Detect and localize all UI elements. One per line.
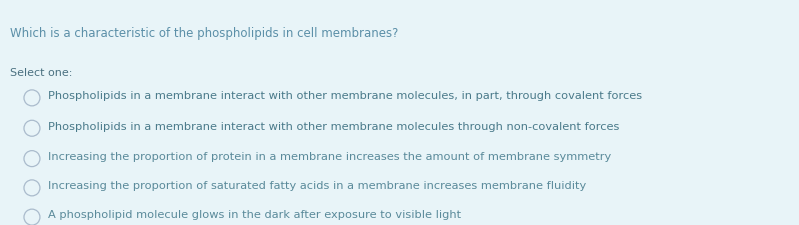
Text: Which is a characteristic of the phospholipids in cell membranes?: Which is a characteristic of the phospho… [10, 27, 398, 40]
Text: Increasing the proportion of protein in a membrane increases the amount of membr: Increasing the proportion of protein in … [48, 152, 611, 162]
Text: Select one:: Select one: [10, 68, 72, 77]
Text: A phospholipid molecule glows in the dark after exposure to visible light: A phospholipid molecule glows in the dar… [48, 210, 461, 220]
Text: Phospholipids in a membrane interact with other membrane molecules through non-c: Phospholipids in a membrane interact wit… [48, 122, 619, 131]
Text: Phospholipids in a membrane interact with other membrane molecules, in part, thr: Phospholipids in a membrane interact wit… [48, 91, 642, 101]
Text: Increasing the proportion of saturated fatty acids in a membrane increases membr: Increasing the proportion of saturated f… [48, 181, 586, 191]
